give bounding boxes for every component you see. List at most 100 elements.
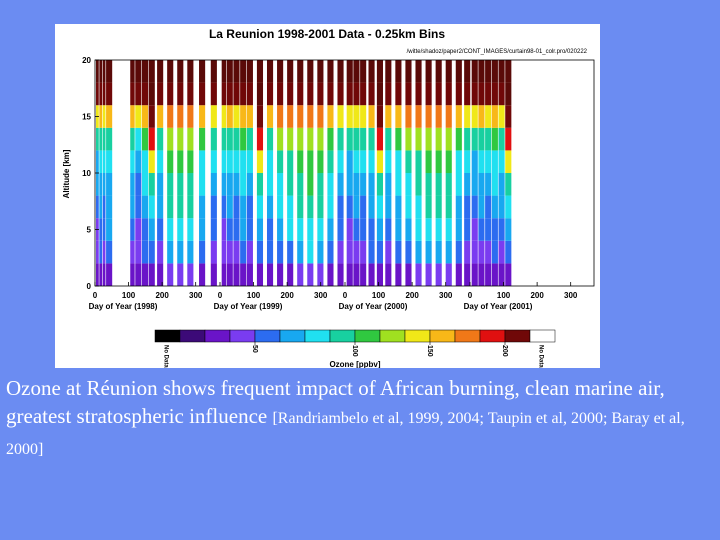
heatmap-cell [266,105,274,128]
x-axis-label: Day of Year (1998) [89,302,158,311]
heatmap-cell [368,127,375,151]
heatmap-cell [277,195,284,219]
heatmap-cell [135,240,142,264]
heatmap-cell [405,195,412,219]
heatmap-cell [346,105,353,128]
heatmap-cell [445,127,452,151]
heatmap-cell [395,195,402,219]
colorbar-swatch [429,329,456,343]
chart-subtitle: /witte/shadoz/paper2/CONT_IMAGES/curtain… [407,49,588,55]
heatmap-cell [385,263,392,286]
heatmap-cell [102,150,106,173]
heatmap-cell [141,173,149,196]
heatmap-cell [445,218,452,241]
heatmap-cell [157,240,164,264]
heatmap-cell [307,82,314,106]
heatmap-cell [478,195,485,219]
heatmap-cell [135,150,142,173]
heatmap-cell [210,218,217,241]
heatmap-cell [368,105,375,128]
heatmap-cell [99,82,103,106]
heatmap-cell [415,150,422,173]
heatmap-cell [464,263,471,286]
heatmap-cell [287,82,294,106]
heatmap-cell [287,195,294,219]
heatmap-cell [148,240,155,264]
heatmap-cell [199,150,206,173]
heatmap-cell [307,60,314,83]
heatmap-cell [106,82,113,106]
heatmap-cell [167,60,174,83]
heatmap-cell [233,240,240,264]
heatmap-cell [353,105,360,128]
heatmap-cell [233,127,240,151]
heatmap-cell [106,240,113,264]
heatmap-cell [148,263,155,286]
x-tick-label: 200 [405,291,419,300]
heatmap-cell [498,263,505,286]
heatmap-cell [130,105,135,128]
heatmap-cell [317,150,324,173]
heatmap-cell [199,82,206,106]
heatmap-cell [135,218,142,241]
heatmap-cell [157,60,164,83]
heatmap-cell [464,195,471,219]
heatmap-cell [130,82,135,106]
heatmap-cell [353,60,360,83]
heatmap-cell [327,218,334,241]
heatmap-cell [360,173,367,196]
heatmap-cell [327,60,334,83]
heatmap-cell [376,218,383,241]
heatmap-cell [376,240,383,264]
y-tick-label: 0 [87,282,92,291]
heatmap-cell [435,218,442,241]
heatmap-cell [130,240,135,264]
colorbar-swatch [279,329,306,343]
heatmap-cell [425,150,432,173]
heatmap-cell [221,218,227,241]
x-tick-label: 100 [372,291,386,300]
heatmap-cell [307,127,314,151]
heatmap-cell [130,263,135,286]
heatmap-cell [99,240,103,264]
heatmap-cell [327,195,334,219]
heatmap-cell [385,195,392,219]
heatmap-cell [337,240,344,264]
heatmap-cell [445,150,452,173]
heatmap-cell [353,218,360,241]
heatmap-cell [491,263,498,286]
heatmap-cell [256,150,264,173]
heatmap-cell [266,82,274,106]
heatmap-cell [177,82,184,106]
heatmap-cell [177,195,184,219]
heatmap-cell [148,173,155,196]
heatmap-cell [485,263,492,286]
heatmap-cell [485,105,492,128]
heatmap-cell [187,173,194,196]
heatmap-cell [210,150,217,173]
colorbar-swatch [254,329,281,343]
heatmap-cell [210,263,217,286]
heatmap-cell [157,127,164,151]
heatmap-cell [240,60,247,83]
heatmap-cell [297,218,304,241]
heatmap-cell [327,240,334,264]
heatmap-cell [498,173,505,196]
heatmap-cell [141,240,149,264]
heatmap-cell [210,127,217,151]
x-tick-label: 200 [280,291,294,300]
heatmap-cell [505,240,512,264]
heatmap-cell [297,263,304,286]
heatmap-cell [491,218,498,241]
heatmap-cell [471,127,478,151]
heatmap-cell [491,127,498,151]
heatmap-cell [277,173,284,196]
heatmap-cell [385,240,392,264]
heatmap-cell [425,105,432,128]
heatmap-cell [505,173,512,196]
colorbar-swatch [354,329,381,343]
heatmap-cell [240,105,247,128]
heatmap-cell [226,82,233,106]
heatmap-cell [106,218,113,241]
